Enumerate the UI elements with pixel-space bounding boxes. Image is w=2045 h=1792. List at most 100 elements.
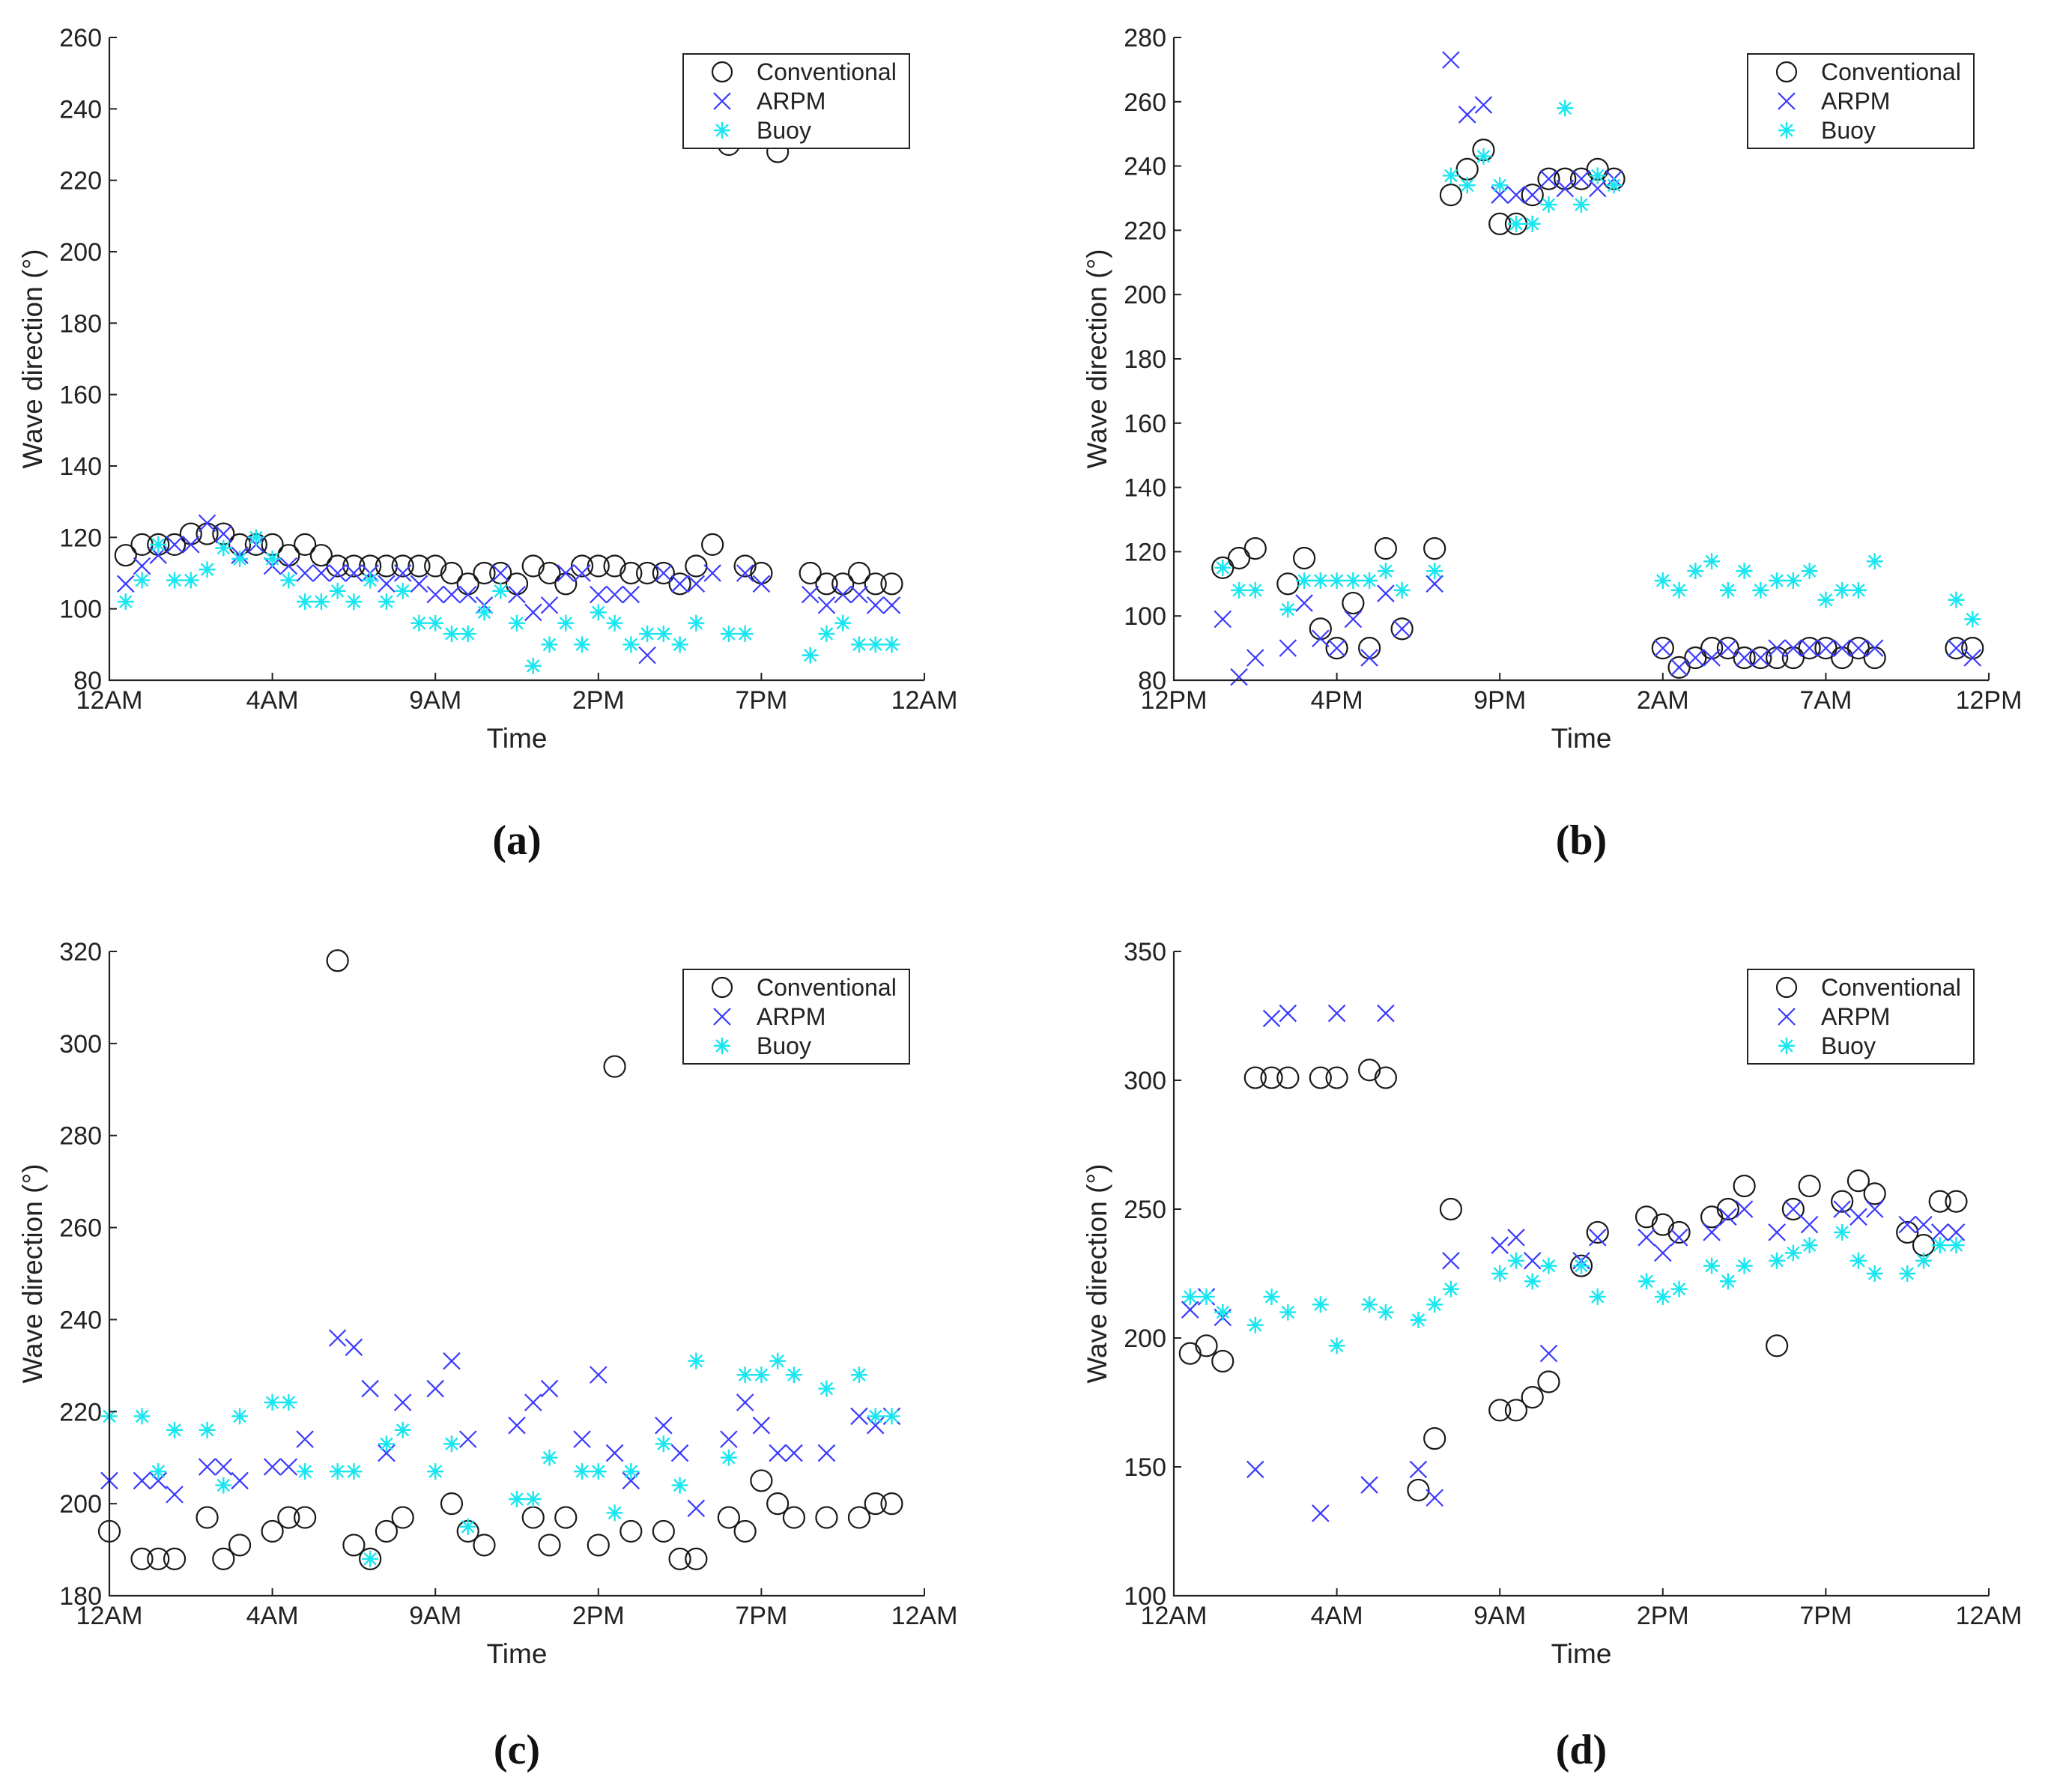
conventional-point (782, 1506, 806, 1529)
conventional-point (750, 561, 773, 585)
legend-label-conventional: Conventional (757, 58, 897, 85)
buoy-point (199, 561, 216, 578)
chart-c: 180 200 220 240 260 280 300 320 12AM 4AM 9AM 2PM 7PM… (17, 938, 957, 1669)
conventional-point (1700, 636, 1724, 660)
legend-label-arpm: ARPM (1821, 88, 1890, 115)
x-tick-label: 2PM (572, 1602, 625, 1630)
buoy-point (883, 1408, 900, 1425)
buoy-point (1866, 1265, 1883, 1282)
arpm-point (328, 564, 347, 582)
conventional-point (554, 572, 578, 596)
buoy-point (1442, 167, 1459, 184)
conventional-point (1309, 617, 1332, 641)
arpm-point (182, 536, 200, 554)
buoy-point (476, 604, 493, 621)
buoy-point (1719, 1273, 1736, 1290)
x-tick-label: 9PM (1473, 686, 1526, 715)
legend-label-buoy: Buoy (757, 117, 811, 144)
conventional-point (1358, 636, 1381, 660)
series-buoy (101, 1352, 900, 1567)
y-tick-label: 140 (59, 452, 102, 481)
chart-d: 100 150 200 250 300 350 12AM 4AM 9AM 2PM 7PM 12AM W… (1082, 938, 2022, 1669)
conventional-point (1292, 546, 1316, 570)
conventional-point (196, 1506, 219, 1529)
arpm-point (1735, 649, 1754, 667)
legend-label-conventional: Conventional (757, 974, 897, 1001)
panel-label-c: (c) (493, 1727, 541, 1773)
arpm-point (1491, 1236, 1509, 1254)
arpm-point (540, 596, 559, 614)
arpm-point (214, 1458, 233, 1476)
y-tick-label: 350 (1124, 938, 1166, 966)
buoy-point (264, 1394, 281, 1411)
buoy-point (459, 1518, 476, 1535)
arpm-point (393, 564, 412, 582)
arpm-point (882, 596, 901, 614)
conventional-point (1896, 1220, 1919, 1244)
arpm-point (1751, 649, 1770, 667)
buoy-point (1557, 100, 1574, 117)
buoy-point (834, 614, 852, 632)
data-points (114, 133, 903, 674)
conventional-point (733, 554, 757, 578)
buoy-point (1540, 196, 1557, 214)
data-points (1178, 1004, 1968, 1522)
buoy-point (1915, 1252, 1932, 1269)
buoy-point (622, 636, 640, 653)
buoy-point (1801, 563, 1818, 580)
conventional-point (1211, 1349, 1234, 1373)
buoy-point (150, 1463, 167, 1480)
y-tick-label: 250 (1124, 1196, 1166, 1224)
conventional-point (1863, 646, 1886, 670)
conventional-point (1537, 167, 1560, 190)
conventional-point (685, 554, 708, 578)
buoy-point (427, 614, 444, 632)
y-tick-label: 320 (59, 938, 102, 966)
buoy-point (378, 593, 395, 611)
buoy-point (1638, 1273, 1655, 1290)
buoy-point (1279, 1304, 1297, 1321)
buoy-point (1736, 1257, 1753, 1274)
conventional-point (1586, 1220, 1609, 1244)
buoy-point (850, 1366, 867, 1384)
panel-label-b: (b) (1555, 817, 1608, 864)
conventional-point (114, 544, 137, 567)
arpm-point (1719, 1208, 1737, 1226)
conventional-point (294, 1506, 317, 1529)
arpm-point (443, 585, 461, 604)
arpm-point (1833, 639, 1851, 657)
arpm-point (508, 585, 526, 604)
conventional-point (521, 554, 545, 578)
conventional-point (196, 522, 219, 545)
arpm-point (1719, 639, 1737, 657)
conventional-point (1439, 1197, 1463, 1221)
buoy-point (1784, 1244, 1802, 1262)
buoy-point (117, 593, 134, 611)
arpm-point (1670, 1229, 1688, 1247)
buoy-point (688, 1352, 705, 1369)
arpm-point (296, 1430, 314, 1448)
arpm-point (1312, 629, 1330, 648)
buoy-point (1491, 177, 1509, 194)
arpm-point (590, 585, 608, 604)
arpm-point (1344, 610, 1363, 629)
conventional-point (1781, 646, 1805, 670)
arpm-point (540, 1379, 559, 1398)
y-tick-label: 80 (73, 667, 102, 695)
arpm-point (850, 585, 868, 604)
conventional-point (635, 561, 659, 585)
conventional-point (277, 544, 300, 567)
y-tick-label: 120 (1124, 538, 1166, 566)
buoy-point (671, 1477, 688, 1494)
buoy-point (622, 1463, 640, 1480)
conventional-point (1766, 646, 1789, 670)
y-tick-label: 120 (59, 524, 102, 552)
arpm-point (1947, 639, 1966, 657)
conventional-point (1569, 1254, 1593, 1277)
arpm-point (801, 585, 819, 604)
buoy-point (655, 626, 672, 643)
series-buoy (117, 529, 900, 674)
conventional-point (521, 1506, 545, 1529)
arpm-point (1572, 169, 1590, 188)
